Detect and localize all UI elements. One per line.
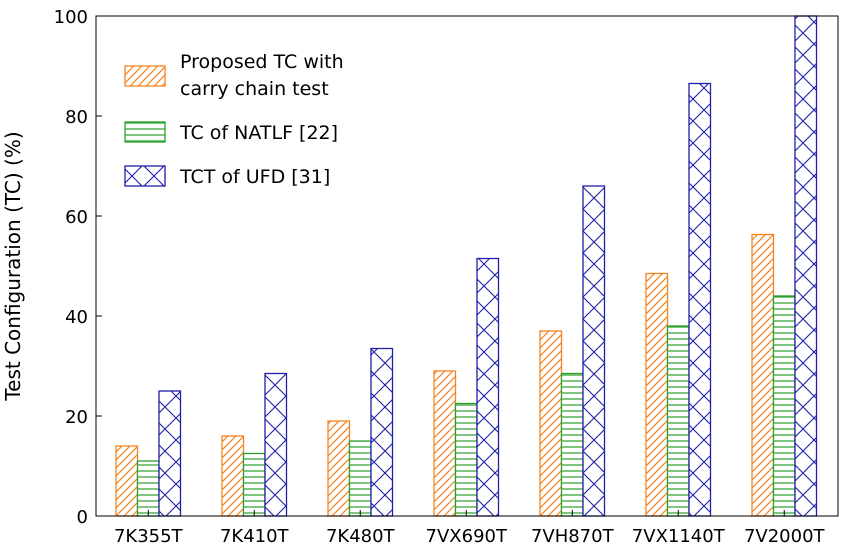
bar-7vx690t-series-3 [476,257,500,517]
bar-7v2000t-series-1 [751,233,775,517]
bar-7vx690t-series-2 [454,402,478,517]
plot-frame [95,15,839,517]
y-tick-label: 20 [65,407,88,428]
x-tick-label: 7K410T [220,526,290,547]
bar-7vh870t-series-3 [582,185,606,517]
y-tick-label: 100 [54,7,88,28]
bar-7k480t-series-3 [370,347,394,517]
bar-7vx1140t-series-3 [688,82,712,517]
bar-7k410t-series-3 [264,372,288,517]
legend-label-series-2: TC of NATLF [22] [179,122,338,144]
y-tick-label: 60 [65,207,88,228]
y-tick-label: 40 [65,307,88,328]
bar-7vx690t-series-1 [433,370,457,517]
bar-7v2000t-series-2 [772,295,796,517]
bar-7k480t-series-1 [327,420,351,517]
plot-area: 7K355T 7K410T 7K480T 7VX690T 7VH870T 7VX1140T… [54,7,839,547]
legend-label-series-3: TCT of UFD [31] [179,166,330,188]
bar-7vh870t-series-2 [560,372,584,517]
x-tick-label: 7VH870T [531,526,615,547]
y-axis-label-group: Test Configuration (TC) (%) [1,131,25,401]
bar-7vh870t-series-1 [539,330,563,517]
legend-swatch-series-2 [124,121,166,143]
x-tick-label: 7VX1140T [632,526,726,547]
bar-7k355t-series-3 [158,390,182,517]
y-tick-label: 0 [77,507,88,528]
bar-7k355t-series-1 [115,445,139,517]
bar-7k480t-series-2 [348,440,372,517]
y-axis-label: Test Configuration (TC) (%) [1,131,25,401]
legend-swatch-series-1 [124,65,166,87]
legend-swatch-series-3 [124,165,166,187]
bar-7k355t-series-2 [136,460,160,517]
x-tick-label: 7K480T [326,526,396,547]
bar-7v2000t-series-3 [794,15,818,517]
bar-7vx1140t-series-2 [666,325,690,517]
legend-label-series-1: Proposed TC with [180,51,344,73]
legend-label-series-1: carry chain test [180,78,329,100]
y-tick-label: 80 [65,107,88,128]
x-tick-label: 7VX690T [426,526,508,547]
x-tick-label: 7K355T [114,526,184,547]
legend: Proposed TC with carry chain test TC of NA… [124,51,344,188]
x-tick-label: 7V2000T [744,526,826,547]
bar-7vx1140t-series-1 [645,272,669,517]
bar-7k410t-series-2 [242,452,266,517]
bar-7k410t-series-1 [221,435,245,517]
